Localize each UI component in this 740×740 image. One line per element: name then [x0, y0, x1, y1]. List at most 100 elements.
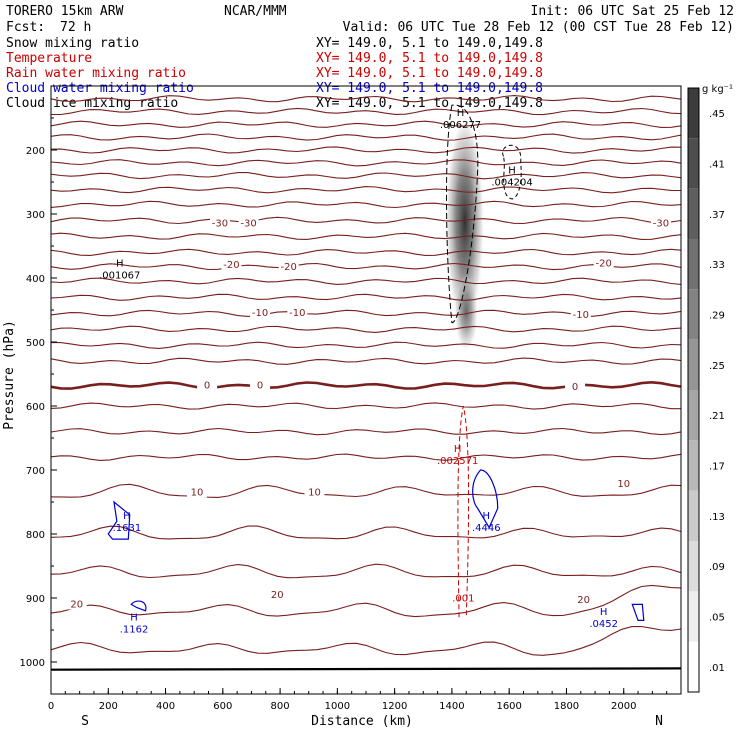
colorbar-segment	[688, 541, 699, 592]
isotherm-label: 0	[204, 381, 210, 392]
colorbar-label: .33	[709, 260, 725, 271]
isotherm-label-bg	[250, 306, 271, 319]
colorbar-label: .41	[709, 160, 725, 171]
isotherm-label-bg	[573, 592, 594, 605]
max-value-label: .004204	[491, 178, 532, 189]
south-end-label: S	[81, 714, 89, 729]
colorbar-label: .45	[709, 109, 725, 120]
y-tick-label: 400	[26, 274, 45, 285]
max-marker: H	[457, 108, 465, 119]
north-end-label: N	[655, 714, 663, 729]
isotherm-line	[50, 186, 682, 194]
isotherm-line	[50, 625, 682, 656]
field-name: Snow mixing ratio	[6, 36, 139, 51]
isotherm-line	[50, 563, 682, 579]
x-tick-label: 1600	[496, 701, 521, 712]
cloud-water-contour	[631, 603, 645, 621]
y-tick-label: 1000	[20, 658, 45, 669]
x-axis-label: Distance (km)	[311, 714, 413, 729]
max-marker: H	[508, 166, 516, 177]
colorbar-segment	[688, 390, 699, 441]
isotherm-line	[51, 483, 682, 498]
isotherm-label: -10	[252, 308, 268, 319]
isotherm-label: 20	[70, 599, 83, 610]
isotherm-label-bg	[221, 258, 242, 271]
isotherm-line	[50, 293, 682, 301]
colorbar-segment	[688, 440, 699, 491]
isotherm-label-bg	[593, 256, 614, 269]
isotherm-label-bg	[267, 587, 288, 600]
cloud-water-contour	[107, 500, 131, 540]
x-tick-label: 1400	[439, 701, 464, 712]
max-value-label: .1631	[113, 523, 142, 534]
max-value-label: .0452	[589, 619, 618, 630]
snow-contour	[445, 104, 479, 324]
max-marker: H	[483, 511, 491, 522]
isotherm-label: -20	[223, 260, 239, 271]
isotherm-label: 20	[271, 590, 284, 601]
cloud-water-contour	[472, 469, 499, 529]
isotherm-line	[50, 133, 682, 141]
field-section: XY= 149.0, 5.1 to 149.0,149.8	[316, 36, 543, 51]
max-marker: H	[130, 612, 138, 623]
isotherm-line	[50, 357, 682, 365]
x-tick-label: 200	[99, 701, 118, 712]
field-section: XY= 149.0, 5.1 to 149.0,149.8	[316, 66, 543, 81]
y-tick-label: 300	[26, 210, 45, 221]
isotherm-line	[50, 402, 681, 410]
colorbar-unit: g kg⁻¹	[702, 84, 733, 95]
y-tick-label: 700	[26, 466, 45, 477]
isotherm-label: 0	[572, 382, 578, 393]
colorbar-segment	[688, 138, 699, 189]
isotherm-label: 20	[577, 595, 590, 606]
isotherm-line	[51, 341, 682, 349]
field-name: Rain water mixing ratio	[6, 66, 186, 81]
field-section: XY= 149.0, 5.1 to 149.0,149.8	[316, 96, 543, 111]
x-tick-label: 1800	[554, 701, 579, 712]
valid-time: Valid: 06 UTC Tue 28 Feb 12 (00 CST Tue …	[343, 20, 734, 35]
field-section: XY= 149.0, 5.1 to 149.0,149.8	[316, 51, 543, 66]
isotherm-label: -30	[212, 219, 228, 230]
fields-legend: Snow mixing ratio XY= 149.0, 5.1 to 149.0…	[6, 36, 543, 111]
colorbar-segment	[688, 239, 699, 290]
colorbar-label: .25	[709, 361, 725, 372]
isotherm-line	[50, 146, 682, 154]
y-tick-label: 200	[26, 146, 45, 157]
colorbar-label: .17	[709, 462, 725, 473]
isotherm-label: 10	[308, 487, 321, 498]
colorbar-label: .09	[709, 562, 725, 573]
isotherm-label-bg	[287, 306, 308, 319]
max-marker: H	[454, 444, 462, 455]
isotherm-line	[50, 453, 682, 461]
isotherm-label-bg	[565, 379, 586, 392]
colorbar-frame	[687, 87, 700, 693]
forecast-label: Fcst:	[6, 20, 45, 35]
colorbar-segment	[688, 289, 699, 340]
max-marker: H	[123, 511, 131, 522]
isotherm-label: -10	[573, 310, 589, 321]
isotherm-label-bg	[66, 597, 87, 610]
colorbar-segment	[688, 490, 699, 541]
x-tick-label: 1200	[382, 701, 407, 712]
colorbar-segment	[688, 641, 699, 692]
snow-shading-tail	[454, 276, 479, 357]
plot-area: -30 -30 -30 -20 -20 -20 -10 -10 -10 0 0 0 10 10 10 20 20…	[20, 85, 682, 712]
isotherm-line	[50, 216, 682, 225]
x-tick-label: 1000	[325, 701, 350, 712]
isotherm-line	[50, 584, 682, 618]
x-tick-label: 600	[213, 701, 232, 712]
isotherm-line	[50, 262, 682, 271]
isotherm-label-bg	[209, 216, 230, 229]
isotherm-label-bg	[570, 308, 591, 321]
isotherm-line	[50, 248, 682, 256]
isotherm-label: 0	[257, 381, 263, 392]
x-tick-label: 2000	[611, 701, 636, 712]
isotherm-label-bg	[304, 485, 325, 498]
colorbar-label: .21	[709, 411, 725, 422]
colorbar-segment	[688, 591, 699, 642]
max-marker: H	[116, 258, 124, 269]
max-value-label: .001	[452, 594, 474, 605]
isotherm-label-bg	[187, 485, 208, 498]
isotherm-label-bg	[278, 260, 299, 273]
